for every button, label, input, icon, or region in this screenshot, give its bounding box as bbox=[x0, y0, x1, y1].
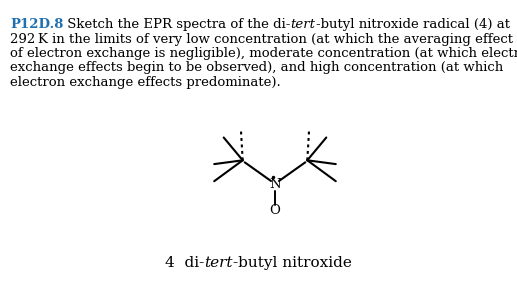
Text: -butyl nitroxide radical (4) at: -butyl nitroxide radical (4) at bbox=[316, 18, 510, 31]
Text: 292 K in the limits of very low concentration (at which the averaging effect: 292 K in the limits of very low concentr… bbox=[10, 32, 513, 46]
Text: 4  di-: 4 di- bbox=[165, 256, 204, 270]
Text: of electron exchange is negligible), moderate concentration (at which electron: of electron exchange is negligible), mod… bbox=[10, 47, 517, 60]
Text: electron exchange effects predominate).: electron exchange effects predominate). bbox=[10, 76, 281, 89]
Text: O: O bbox=[269, 205, 280, 218]
Text: P12D.8: P12D.8 bbox=[10, 18, 64, 31]
Text: exchange effects begin to be observed), and high concentration (at which: exchange effects begin to be observed), … bbox=[10, 61, 503, 75]
Text: tert: tert bbox=[291, 18, 316, 31]
Text: -butyl nitroxide: -butyl nitroxide bbox=[233, 256, 352, 270]
Text: Sketch the EPR spectra of the di-: Sketch the EPR spectra of the di- bbox=[64, 18, 291, 31]
Text: N: N bbox=[269, 179, 281, 191]
Text: tert: tert bbox=[204, 256, 233, 270]
